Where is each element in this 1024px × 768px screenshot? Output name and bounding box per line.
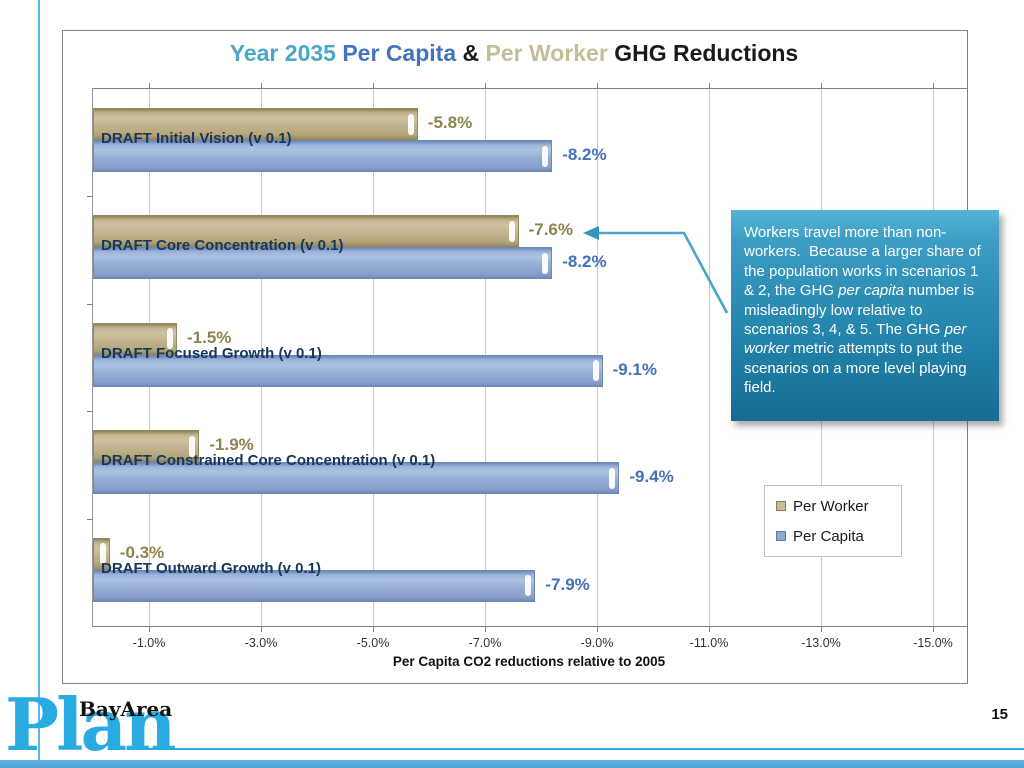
tick-mark	[709, 83, 710, 89]
x-tick-label: -5.0%	[356, 636, 390, 650]
callout-box: Workers travel more than non-workers. Be…	[731, 210, 999, 421]
tick-mark	[261, 83, 262, 89]
bar-end-highlight	[508, 220, 515, 242]
bar-tan	[93, 215, 519, 248]
x-tick-label: -11.0%	[689, 636, 729, 650]
bar-tan	[93, 537, 110, 570]
footer-bar	[0, 760, 1024, 768]
callout-text-segment: Workers travel more than non-workers. Be…	[744, 224, 985, 300]
chart-title-segment: Per Capita	[342, 40, 457, 66]
bar-tan	[93, 108, 418, 140]
tick-mark	[485, 626, 486, 632]
bar-blue	[93, 354, 603, 387]
x-tick-label: -9.0%	[580, 636, 614, 650]
category-tick-mark	[87, 519, 93, 520]
x-tick-label: -13.0%	[801, 636, 841, 650]
plot-area: -1.0% -3.0% -5.0% -7.0% -9.0% -11.0% -13.0% -15…	[87, 83, 967, 650]
bar-end-highlight	[525, 575, 532, 597]
bar-blue	[93, 247, 553, 280]
legend-marker-tan-icon	[776, 501, 786, 511]
legend-item: Per Capita	[776, 528, 901, 545]
bar-value-label: -1.5%	[187, 327, 232, 347]
category-label: DRAFT Initial Vision (v 0.1)	[101, 130, 292, 147]
category-tick-mark	[87, 196, 93, 197]
legend-marker-blue-icon	[776, 531, 786, 541]
tick-mark	[821, 626, 822, 632]
bar-end-highlight	[407, 113, 414, 135]
chart-legend: Per Worker Per Capita	[764, 485, 902, 557]
bayarea-plan-logo: Plan	[5, 682, 176, 767]
bar-value-label: -9.4%	[629, 467, 674, 487]
chart-title: Year 2035 Per Capita & Per Worker GHG Re…	[62, 40, 966, 67]
x-tick-label: -3.0%	[244, 636, 278, 650]
tick-mark	[933, 83, 934, 89]
callout-text-segment: per worker	[744, 321, 971, 358]
x-tick-label: -1.0%	[132, 636, 166, 650]
x-axis-title: Per Capita CO2 reductions relative to 20…	[392, 654, 666, 669]
legend-item: Per Worker	[776, 498, 901, 515]
tick-mark	[373, 626, 374, 632]
chart-title-segment: &	[456, 40, 486, 66]
callout-text-segment: metric attempts to put the scenarios on …	[744, 340, 971, 397]
category-tick-mark	[87, 304, 93, 305]
bar-value-label: -8.2%	[562, 145, 607, 164]
tick-mark	[597, 83, 598, 89]
tick-mark	[261, 626, 262, 632]
chart-title-segment: Year 2035	[229, 40, 343, 66]
bar-end-highlight	[189, 435, 196, 457]
bar-blue	[93, 140, 553, 172]
category-tick-mark	[87, 411, 93, 412]
bar-end-highlight	[542, 252, 549, 274]
x-tick-label: -7.0%	[468, 636, 502, 650]
tick-mark	[373, 83, 374, 89]
chart-title-segment: GHG Reductions	[607, 40, 799, 66]
bar-end-highlight	[609, 467, 616, 489]
tick-mark	[821, 83, 822, 89]
tick-mark	[149, 83, 150, 89]
bayarea-logo-text: BayArea	[79, 697, 173, 721]
bar-blue	[93, 569, 536, 602]
category-label: DRAFT Core Concentration (v 0.1)	[101, 237, 344, 255]
page-number: 15	[991, 706, 1008, 723]
bar-value-label: -8.2%	[562, 252, 607, 272]
legend-label: Per Capita	[793, 527, 864, 545]
bar-tan	[93, 430, 200, 463]
category-label: DRAFT Constrained Core Concentration (v …	[101, 452, 436, 470]
gridline	[709, 89, 710, 626]
chart-title-segment: Per Worker	[485, 40, 608, 66]
left-accent-line	[38, 0, 40, 768]
category-label: DRAFT Outward Growth (v 0.1)	[101, 559, 322, 577]
bar-value-label: -5.8%	[427, 113, 473, 132]
x-tick-label: -15.0%	[913, 636, 953, 650]
callout-arrow-line	[597, 231, 729, 314]
tick-mark	[933, 626, 934, 632]
tick-mark	[709, 626, 710, 632]
bar-value-label: -7.9%	[545, 574, 590, 594]
tick-mark	[485, 83, 486, 89]
footer-rule	[148, 748, 1024, 750]
bar-value-label: -0.3%	[119, 542, 165, 562]
bar-end-highlight	[542, 145, 549, 167]
tick-mark	[149, 626, 150, 632]
tick-mark	[597, 626, 598, 632]
bar-value-label: -9.1%	[612, 359, 658, 379]
callout-text-segment: number is misleadingly low relative to s…	[744, 282, 979, 339]
bar-blue	[93, 462, 620, 495]
bar-value-label: -1.9%	[209, 435, 254, 455]
callout-text-segment: per capita	[838, 282, 905, 300]
callout-arrow-head	[583, 226, 599, 240]
bar-end-highlight	[592, 360, 599, 382]
legend-label: Per Worker	[793, 497, 869, 515]
bar-tan	[93, 322, 177, 355]
category-label: DRAFT Focused Growth (v 0.1)	[101, 344, 322, 362]
bar-end-highlight	[167, 328, 173, 350]
bar-end-highlight	[99, 543, 106, 565]
bar-value-label: -7.6%	[528, 220, 574, 240]
callout-arrow	[583, 226, 729, 314]
